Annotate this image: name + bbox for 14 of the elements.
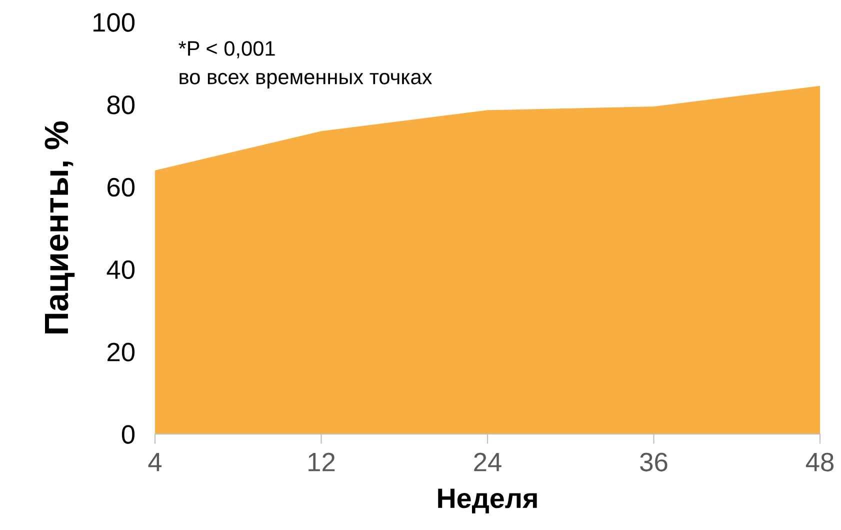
- annotation: *P < 0,001 во всех временных точках: [178, 41, 432, 88]
- x-tick-label: 24: [474, 452, 502, 472]
- y-tick-label: 80: [107, 96, 135, 114]
- y-tick-label: 100: [94, 13, 135, 32]
- x-tick-label: 12: [308, 452, 335, 472]
- x-tick-label: 48: [806, 452, 834, 472]
- y-tick-label: 0: [122, 425, 135, 444]
- y-tick-label: 40: [106, 260, 135, 280]
- y-tick-label: 20: [108, 342, 135, 362]
- x-tick-label: 36: [640, 452, 668, 472]
- y-tick-label: 60: [108, 178, 135, 197]
- y-axis-title: Пациенты, %: [44, 121, 75, 334]
- x-axis-title: Неделя: [438, 488, 537, 514]
- x-tick-label: 4: [148, 453, 162, 472]
